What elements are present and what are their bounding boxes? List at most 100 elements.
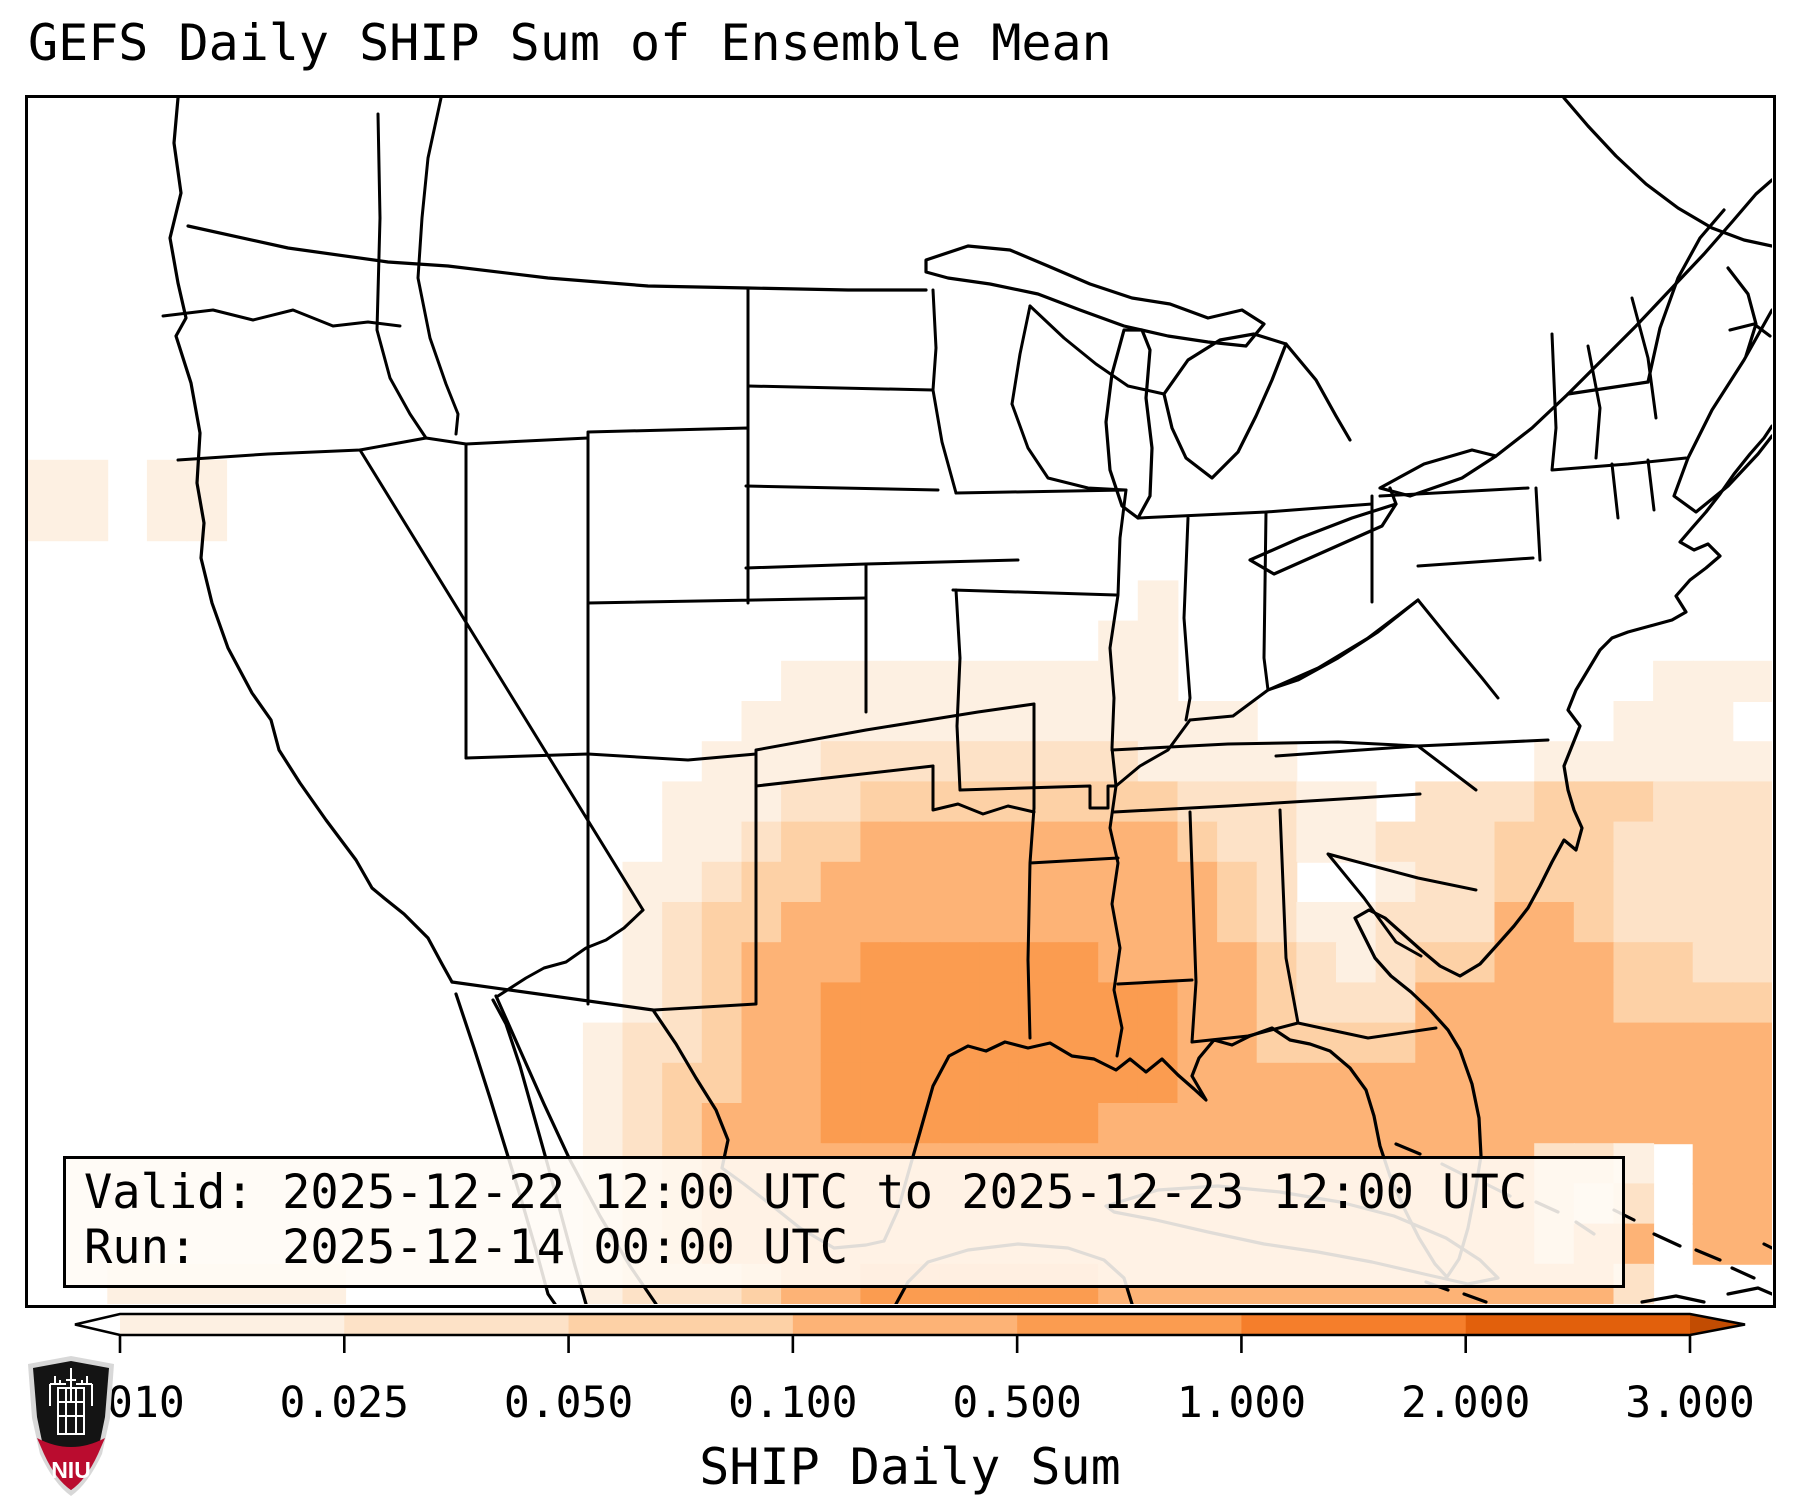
heatmap-cell	[622, 942, 664, 984]
colorbar-tick-label: 0.050	[503, 1378, 634, 1428]
heatmap-cell	[1653, 1062, 1694, 1104]
heatmap-cell	[701, 982, 743, 1024]
heatmap-cell	[1494, 821, 1536, 863]
heatmap-cell	[701, 821, 743, 863]
heatmap-cell	[1613, 821, 1655, 863]
heatmap-cell	[900, 861, 941, 903]
heatmap-cell	[820, 942, 862, 984]
heatmap-cell	[1494, 1062, 1536, 1104]
heatmap-cell	[979, 861, 1020, 903]
heatmap-cell	[741, 902, 783, 944]
heatmap-cell	[1058, 982, 1100, 1024]
heatmap-cell	[979, 942, 1020, 984]
heatmap-cell	[1098, 660, 1139, 702]
heatmap-cell	[1692, 781, 1734, 823]
heatmap-cell	[1296, 902, 1337, 944]
heatmap-cell	[1454, 1103, 1496, 1145]
lakes-connectors	[1284, 342, 1398, 506]
colorbar-label: SHIP Daily Sum	[699, 1438, 1121, 1496]
heatmap-cell	[1296, 942, 1337, 984]
colorbar-tick-label: 0.500	[952, 1378, 1082, 1428]
heatmap-cell	[1494, 982, 1536, 1024]
heatmap-cell	[1058, 821, 1100, 863]
validity-info-box: Valid: 2025-12-22 12:00 UTC to 2025-12-2…	[63, 1156, 1625, 1288]
heatmap-cell	[662, 942, 703, 984]
lake-superior	[924, 244, 1266, 348]
heatmap-cell	[622, 861, 664, 903]
heatmap-cell	[1653, 821, 1694, 863]
heatmap-cell	[1692, 942, 1734, 984]
heatmap-cell	[1613, 741, 1655, 783]
heatmap-cell	[1296, 982, 1337, 1024]
heatmap-cell	[1573, 942, 1615, 984]
heatmap-cell	[1415, 821, 1456, 863]
heatmap-cell	[1613, 902, 1655, 944]
heatmap-cell	[1692, 982, 1734, 1024]
heatmap-cell	[1137, 1022, 1179, 1064]
heatmap-cell	[1653, 660, 1694, 702]
lake-huron	[1162, 332, 1288, 480]
heatmap-cell	[1018, 942, 1060, 984]
heatmap-cell	[1692, 701, 1734, 743]
heatmap-cell	[1613, 1062, 1655, 1104]
heatmap-cell	[781, 1103, 822, 1145]
heatmap-cell	[1177, 701, 1219, 743]
heatmap-cell	[1692, 1103, 1734, 1145]
heatmap-cell	[820, 982, 862, 1024]
heatmap-cell	[1336, 982, 1377, 1024]
heatmap-cell	[701, 741, 743, 783]
pacific-coast	[168, 98, 454, 984]
heatmap-cell	[1018, 660, 1060, 702]
heatmap-cell	[662, 902, 703, 944]
run-time-text: Run: 2025-12-14 00:00 UTC	[84, 1220, 849, 1275]
heatmap-cell	[939, 861, 981, 903]
heatmap-cell	[860, 741, 901, 783]
heatmap-cell	[939, 701, 981, 743]
heatmap-cell	[900, 1103, 941, 1145]
heatmap-cell	[1653, 741, 1694, 783]
heatmap-cell	[1375, 1062, 1417, 1104]
heatmap-cell	[1137, 942, 1179, 984]
heatmap-cell	[781, 821, 822, 863]
heatmap-cell	[1177, 861, 1219, 903]
heatmap-cell	[1217, 1062, 1258, 1104]
heatmap-cell	[860, 821, 901, 863]
heatmap-cell	[1732, 861, 1772, 903]
maine-north-border	[1646, 208, 1726, 384]
heatmap-cell	[1375, 1103, 1417, 1145]
heatmap-cell	[1613, 701, 1655, 743]
heatmap-cell	[1098, 620, 1139, 662]
heatmap-cell	[900, 982, 941, 1024]
st-lawrence-river	[1494, 178, 1772, 458]
heatmap-cell	[1177, 942, 1219, 984]
heatmap-cell	[741, 821, 783, 863]
heatmap-cell	[781, 660, 822, 702]
heatmap-cell	[939, 1022, 981, 1064]
heatmap-cell	[979, 982, 1020, 1024]
heatmap-cell	[1534, 1022, 1575, 1064]
heatmap-cell	[662, 1103, 703, 1145]
heatmap-cell	[662, 821, 703, 863]
canada-border	[186, 224, 1650, 396]
heatmap-cell	[820, 781, 862, 823]
heatmap-cell	[1217, 942, 1258, 984]
heatmap-cell	[1018, 701, 1060, 743]
heatmap-cell	[860, 902, 901, 944]
heatmap-cell	[1454, 821, 1496, 863]
lake-ontario	[1378, 448, 1498, 498]
heatmap-cell	[1217, 902, 1258, 944]
heatmap-cell	[1098, 701, 1139, 743]
colorbar-bar	[74, 1312, 1746, 1353]
heatmap-cell	[1692, 1022, 1734, 1064]
heatmap-cell	[1018, 1103, 1060, 1145]
heatmap-cell	[1415, 781, 1456, 823]
heatmap-cell	[1534, 902, 1575, 944]
heatmap-cell	[1137, 982, 1179, 1024]
heatmap-cell	[1454, 861, 1496, 903]
heatmap-cell	[1732, 1103, 1772, 1145]
heatmap-cell	[1018, 982, 1060, 1024]
colorbar-tick-label: 0.025	[279, 1378, 410, 1428]
heatmap-cell	[1494, 1022, 1536, 1064]
heatmap-cell	[662, 861, 703, 903]
